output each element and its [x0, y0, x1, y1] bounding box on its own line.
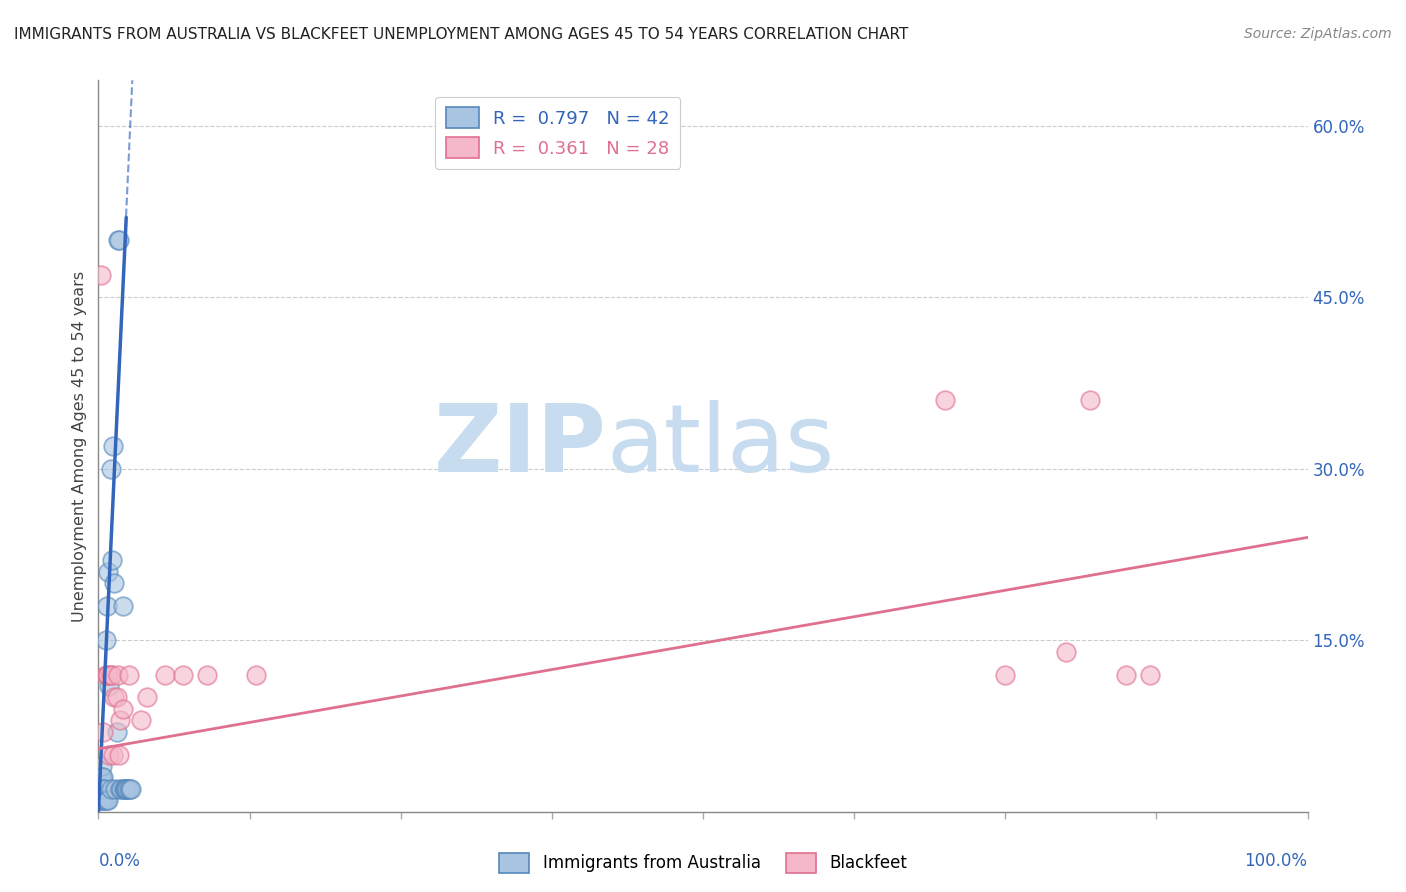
Point: [91, 781, 114, 796]
Point: [96, 793, 118, 807]
Point: [114, 781, 136, 796]
Point: [108, 781, 131, 796]
Point: [115, 781, 138, 796]
Point: [90, 793, 112, 807]
Point: [120, 781, 142, 796]
Point: [94, 793, 117, 807]
Point: [90, 771, 112, 785]
Point: [934, 393, 956, 408]
Text: 0.0%: 0.0%: [98, 852, 141, 870]
Point: [89, 781, 111, 796]
Point: [100, 462, 122, 476]
Legend: R =  0.797   N = 42, R =  0.361   N = 28: R = 0.797 N = 42, R = 0.361 N = 28: [436, 96, 681, 169]
Text: Source: ZipAtlas.com: Source: ZipAtlas.com: [1244, 27, 1392, 41]
Point: [104, 781, 127, 796]
Point: [98, 679, 121, 693]
Point: [118, 667, 141, 681]
Point: [91, 759, 114, 773]
Point: [1054, 645, 1077, 659]
Point: [100, 553, 122, 567]
Point: [89, 771, 111, 785]
Point: [245, 667, 267, 681]
Point: [1139, 667, 1161, 681]
Point: [94, 667, 117, 681]
Point: [108, 233, 131, 247]
Point: [97, 565, 120, 579]
Point: [172, 667, 194, 681]
Point: [153, 667, 176, 681]
Y-axis label: Unemployment Among Ages 45 to 54 years: Unemployment Among Ages 45 to 54 years: [72, 270, 87, 622]
Point: [107, 667, 129, 681]
Point: [90, 781, 112, 796]
Point: [111, 599, 134, 613]
Point: [93, 781, 115, 796]
Point: [103, 576, 125, 591]
Point: [118, 781, 141, 796]
Point: [117, 781, 139, 796]
Point: [101, 747, 124, 762]
Point: [93, 793, 115, 807]
Text: ZIP: ZIP: [433, 400, 606, 492]
Point: [94, 633, 117, 648]
Point: [100, 667, 122, 681]
Point: [91, 781, 114, 796]
Point: [118, 781, 141, 796]
Point: [91, 724, 114, 739]
Point: [100, 667, 122, 681]
Point: [100, 781, 122, 796]
Point: [98, 747, 121, 762]
Point: [91, 793, 114, 807]
Point: [135, 690, 157, 705]
Point: [97, 667, 120, 681]
Point: [91, 793, 114, 807]
Point: [105, 690, 128, 705]
Point: [108, 714, 131, 728]
Point: [111, 702, 134, 716]
Point: [195, 667, 218, 681]
Point: [994, 667, 1017, 681]
Point: [1115, 667, 1137, 681]
Point: [129, 714, 152, 728]
Text: 100.0%: 100.0%: [1244, 852, 1308, 870]
Point: [103, 690, 125, 705]
Point: [108, 747, 131, 762]
Point: [112, 781, 135, 796]
Point: [110, 781, 132, 796]
Point: [96, 667, 118, 681]
Text: atlas: atlas: [606, 400, 835, 492]
Legend: Immigrants from Australia, Blackfeet: Immigrants from Australia, Blackfeet: [492, 847, 914, 880]
Point: [96, 599, 118, 613]
Point: [90, 268, 112, 282]
Point: [93, 781, 115, 796]
Point: [91, 771, 114, 785]
Point: [107, 233, 129, 247]
Text: IMMIGRANTS FROM AUSTRALIA VS BLACKFEET UNEMPLOYMENT AMONG AGES 45 TO 54 YEARS CO: IMMIGRANTS FROM AUSTRALIA VS BLACKFEET U…: [14, 27, 908, 42]
Point: [105, 724, 128, 739]
Point: [101, 439, 124, 453]
Point: [1078, 393, 1101, 408]
Point: [97, 793, 120, 807]
Point: [91, 771, 114, 785]
Point: [114, 781, 136, 796]
